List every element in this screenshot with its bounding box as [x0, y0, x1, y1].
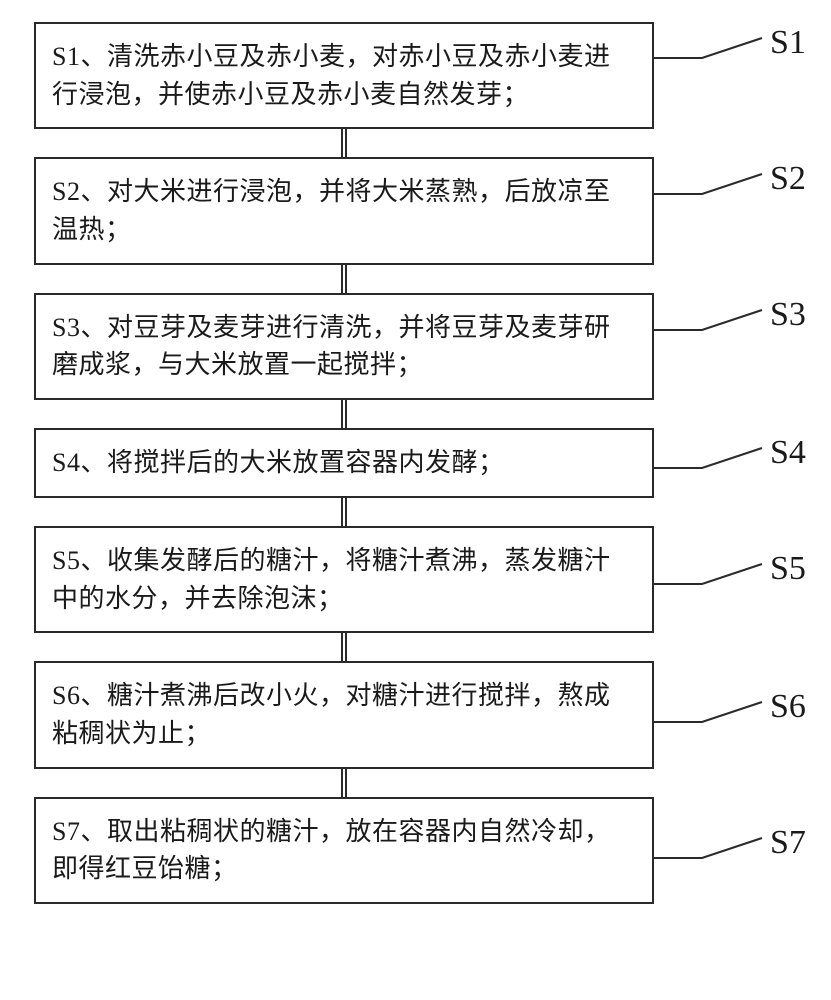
connector-s4-s5: [341, 498, 347, 526]
leader-s5: [654, 554, 770, 594]
label-s7: S7: [770, 824, 806, 862]
step-s6: S6、糖汁煮沸后改小火，对糖汁进行搅拌，熬成粘稠状为止；: [34, 661, 654, 768]
connector-s1-s2: [341, 129, 347, 157]
step-s3-text: S3、对豆芽及麦芽进行清洗，并将豆芽及麦芽研磨成浆，与大米放置一起搅拌；: [52, 309, 636, 384]
step-s5-text: S5、收集发酵后的糖汁，将糖汁煮沸，蒸发糖汁中的水分，并去除泡沫；: [52, 542, 636, 617]
label-s2: S2: [770, 160, 806, 198]
step-s3: S3、对豆芽及麦芽进行清洗，并将豆芽及麦芽研磨成浆，与大米放置一起搅拌；: [34, 293, 654, 400]
label-s6: S6: [770, 688, 806, 726]
connector-s6-s7: [341, 769, 347, 797]
label-s4: S4: [770, 434, 806, 472]
label-s3: S3: [770, 296, 806, 334]
step-s7-text: S7、取出粘稠状的糖汁，放在容器内自然冷却，即得红豆饴糖；: [52, 813, 636, 888]
step-s7: S7、取出粘稠状的糖汁，放在容器内自然冷却，即得红豆饴糖；: [34, 797, 654, 904]
step-s6-text: S6、糖汁煮沸后改小火，对糖汁进行搅拌，熬成粘稠状为止；: [52, 677, 636, 752]
step-s4: S4、将搅拌后的大米放置容器内发酵；: [34, 428, 654, 498]
connector-s2-s3: [341, 265, 347, 293]
step-s1-text: S1、清洗赤小豆及赤小麦，对赤小豆及赤小麦进行浸泡，并使赤小豆及赤小麦自然发芽；: [52, 38, 636, 113]
leader-s1: [654, 28, 770, 68]
connector-s5-s6: [341, 633, 347, 661]
connector-s3-s4: [341, 400, 347, 428]
leader-s6: [654, 692, 770, 732]
step-s5: S5、收集发酵后的糖汁，将糖汁煮沸，蒸发糖汁中的水分，并去除泡沫；: [34, 526, 654, 633]
leader-s2: [654, 164, 770, 204]
step-s4-text: S4、将搅拌后的大米放置容器内发酵；: [52, 444, 636, 482]
label-s5: S5: [770, 550, 806, 588]
label-s1: S1: [770, 24, 806, 62]
step-s1: S1、清洗赤小豆及赤小麦，对赤小豆及赤小麦进行浸泡，并使赤小豆及赤小麦自然发芽；: [34, 22, 654, 129]
leader-s3: [654, 300, 770, 340]
flowchart: S1、清洗赤小豆及赤小麦，对赤小豆及赤小麦进行浸泡，并使赤小豆及赤小麦自然发芽；…: [34, 22, 654, 904]
step-s2-text: S2、对大米进行浸泡，并将大米蒸熟，后放凉至温热；: [52, 173, 636, 248]
step-s2: S2、对大米进行浸泡，并将大米蒸熟，后放凉至温热；: [34, 157, 654, 264]
leader-s4: [654, 438, 770, 478]
leader-s7: [654, 828, 770, 868]
